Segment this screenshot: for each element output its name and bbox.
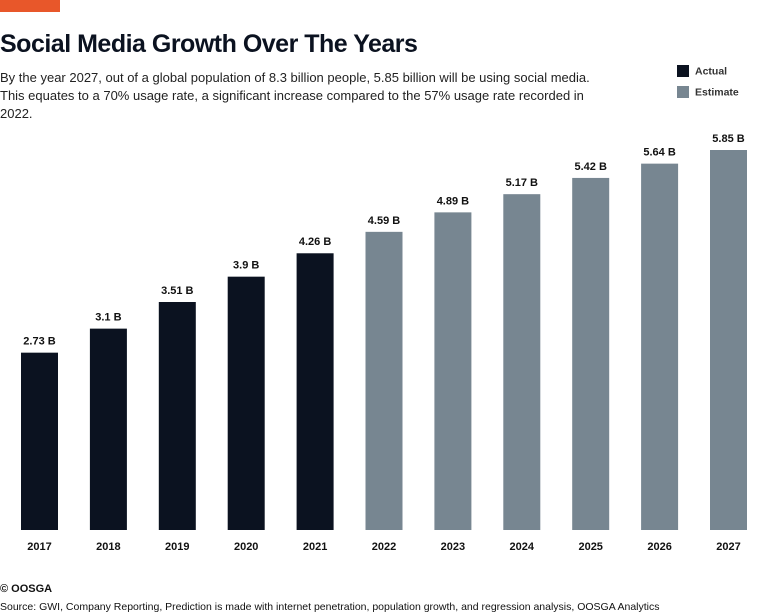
bar <box>89 328 127 530</box>
copyright: © OOSGA <box>0 583 53 595</box>
x-tick-label: 2021 <box>303 541 327 553</box>
chart: 2017 2018 2019 2020 2021 2022 2023 2024 2025 2026… <box>21 65 747 553</box>
bar <box>158 302 196 530</box>
x-tick-label: 2018 <box>96 541 120 553</box>
x-tick-label: 2026 <box>647 541 671 553</box>
bar <box>296 253 334 531</box>
value-label: 4.26 B <box>299 236 331 248</box>
chart-subtitle: By the year 2027, out of a global popula… <box>0 70 590 121</box>
source-note: Source: GWI, Company Reporting, Predicti… <box>0 601 660 613</box>
value-label: 4.89 B <box>437 195 469 207</box>
x-tick-label: 2027 <box>716 541 740 553</box>
bar <box>227 276 265 530</box>
bar <box>21 352 58 530</box>
value-label: 5.64 B <box>643 147 675 159</box>
value-label: 3.9 B <box>233 260 259 272</box>
value-label: 2.73 B <box>23 336 55 348</box>
legend-swatch <box>677 65 689 77</box>
legend-label: Estimate <box>695 86 739 98</box>
value-label: 5.85 B <box>712 133 744 145</box>
bar <box>434 212 472 530</box>
legend-label: Actual <box>695 65 727 77</box>
x-tick-label: 2017 <box>27 541 51 553</box>
bar <box>572 177 610 530</box>
accent-bar <box>0 0 60 12</box>
chart-title: Social Media Growth Over The Years <box>0 30 418 58</box>
x-tick-label: 2020 <box>234 541 258 553</box>
x-tick-label: 2019 <box>165 541 189 553</box>
value-label: 5.42 B <box>574 161 606 173</box>
x-tick-label: 2022 <box>372 541 396 553</box>
bar <box>710 150 747 530</box>
value-label: 3.1 B <box>95 312 121 324</box>
bar <box>503 194 541 530</box>
bar <box>365 231 403 530</box>
value-label: 4.59 B <box>368 215 400 227</box>
x-tick-label: 2024 <box>510 541 535 553</box>
bar <box>641 163 679 530</box>
x-tick-label: 2025 <box>578 541 602 553</box>
x-tick-label: 2023 <box>441 541 465 553</box>
value-label: 5.17 B <box>506 177 538 189</box>
legend-swatch <box>677 86 689 98</box>
value-label: 3.51 B <box>161 285 193 297</box>
